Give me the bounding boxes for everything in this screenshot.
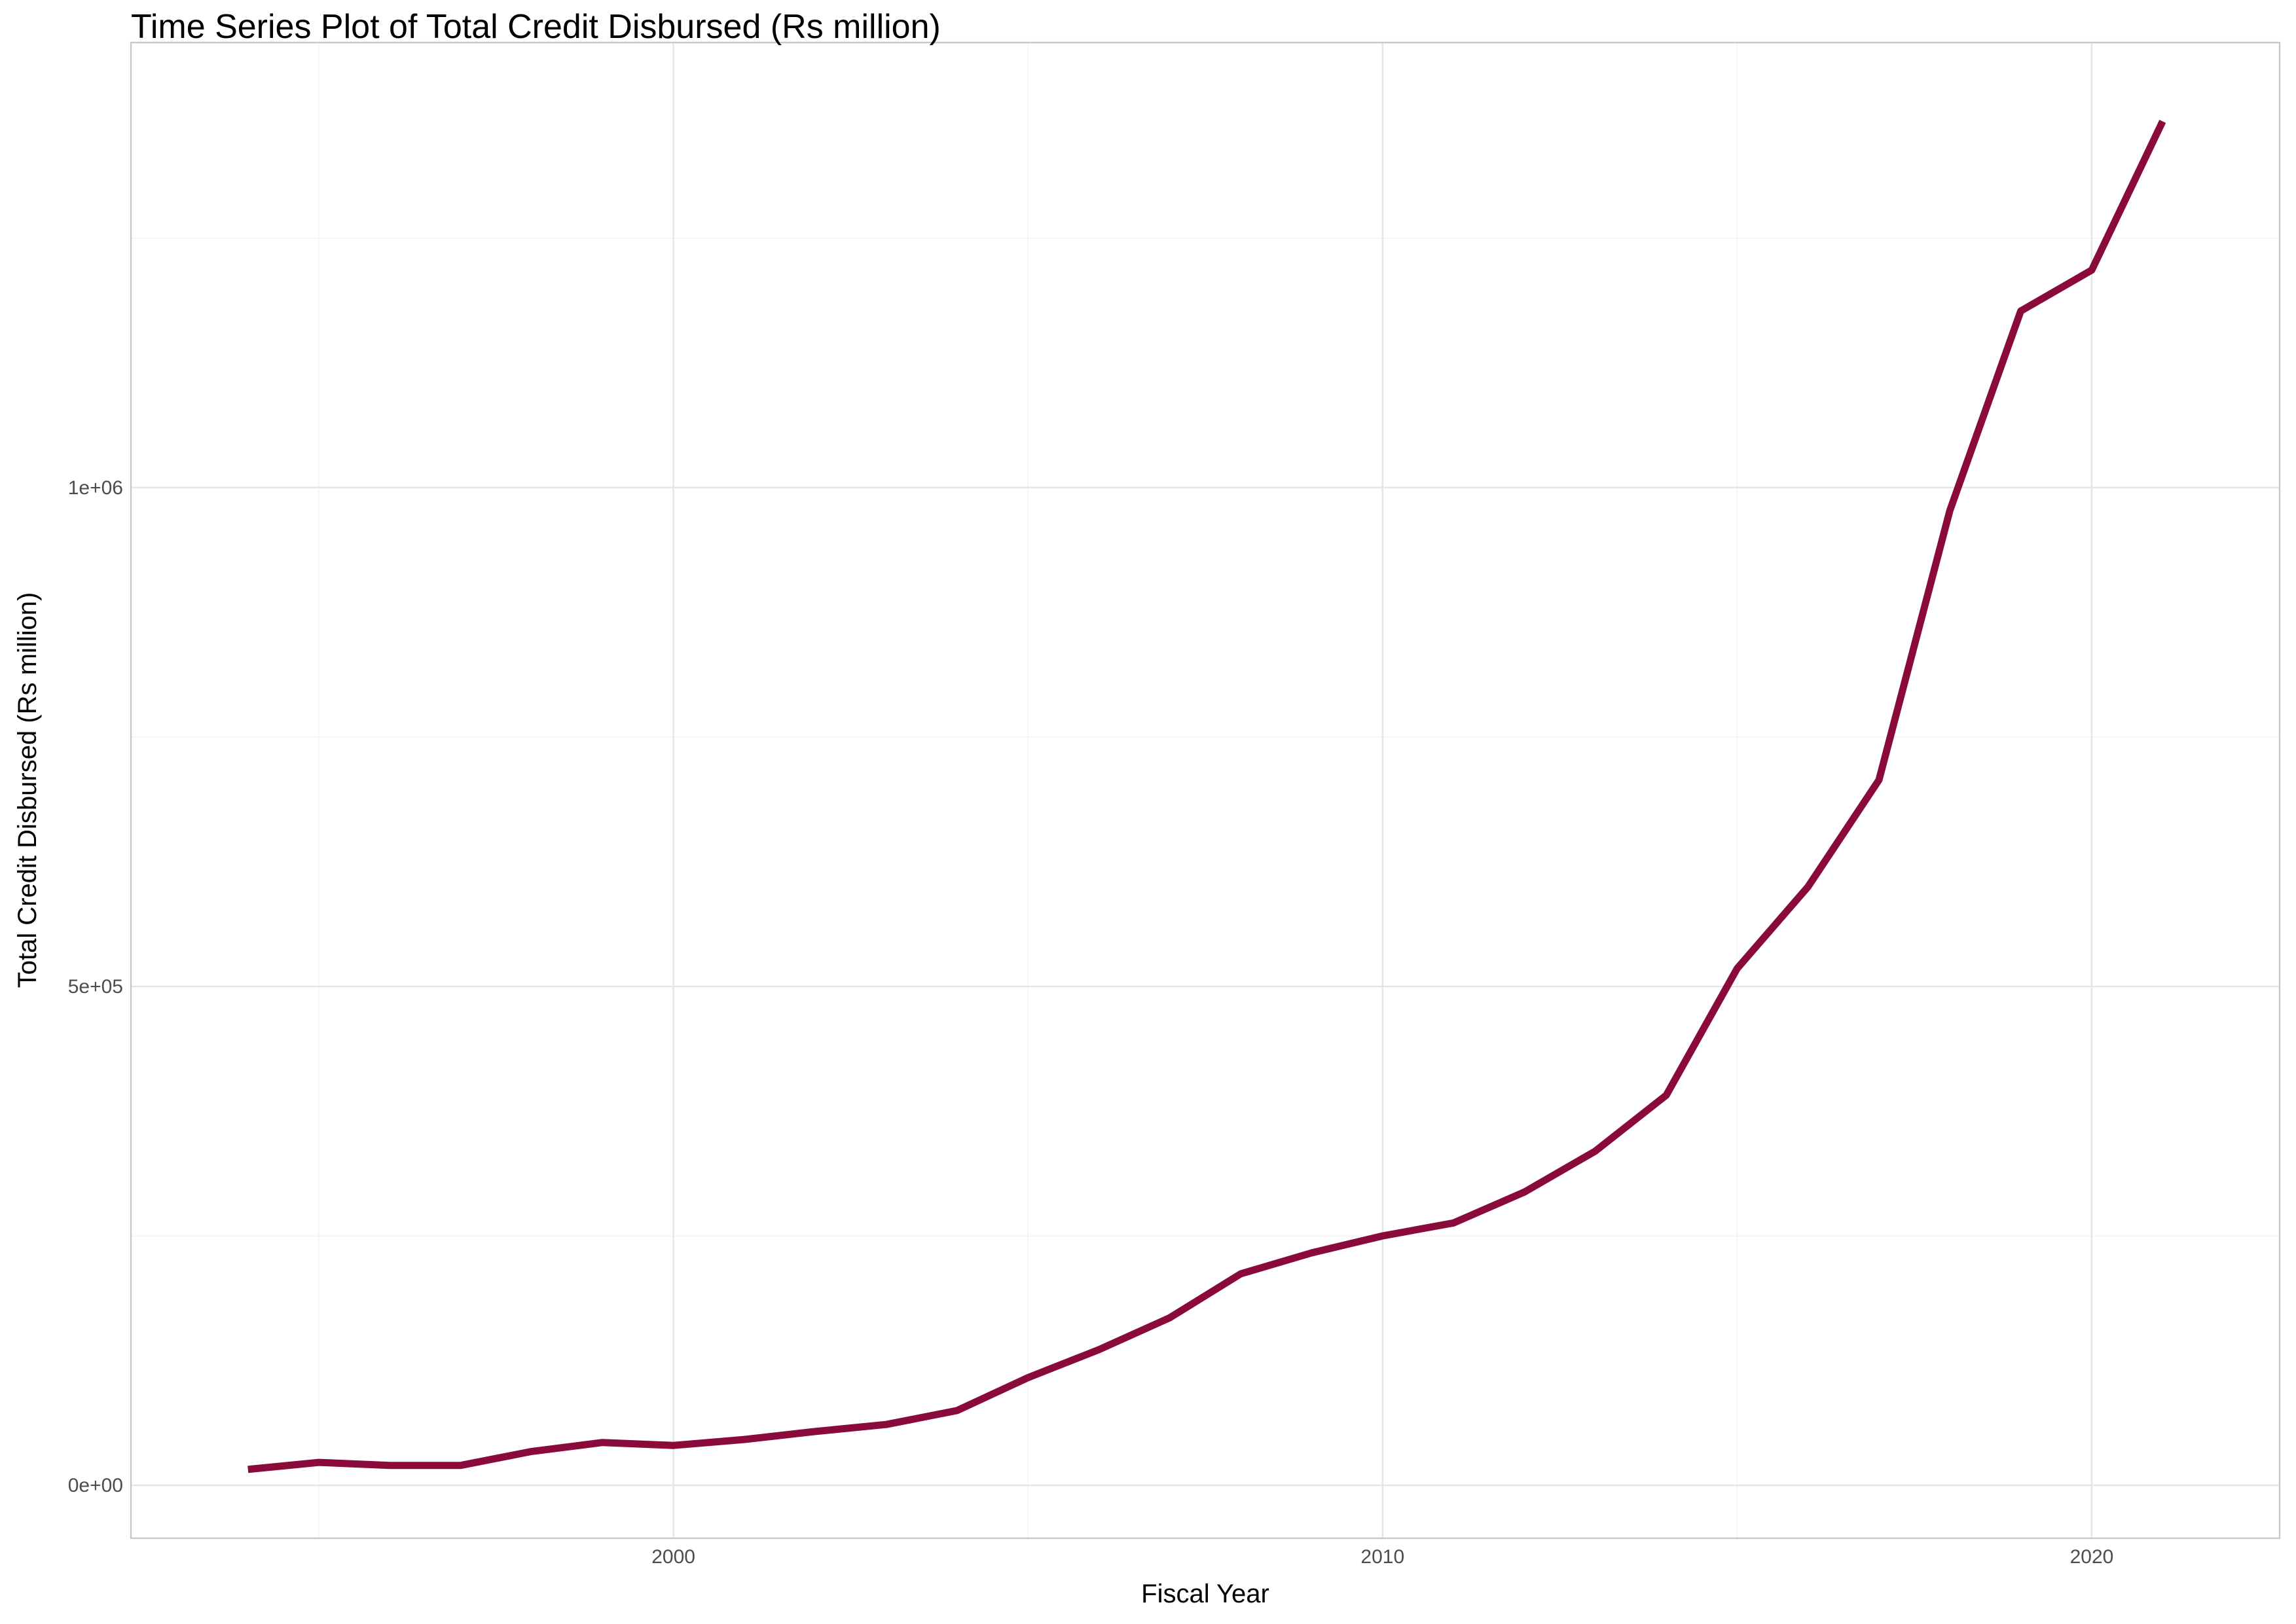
plot-panel-border [130, 41, 2281, 1540]
x-tick-label: 2020 [2070, 1546, 2114, 1568]
x-axis-title: Fiscal Year [1141, 1579, 1269, 1608]
x-tick-label: 2010 [1360, 1546, 1404, 1568]
series-line [247, 120, 2166, 1473]
series-layer [247, 120, 2166, 1473]
x-tick-labels: 2000 2010 2020 [651, 1546, 2113, 1568]
major-gridlines [131, 43, 2280, 1538]
y-tick-label: 1e+06 [68, 477, 123, 499]
x-tick-label: 2000 [651, 1546, 695, 1568]
y-tick-label: 5e+05 [68, 976, 123, 998]
y-tick-label: 0e+00 [68, 1475, 123, 1496]
y-axis-title: Total Credit Disbursed (Rs million) [13, 592, 42, 988]
chart-title: Time Series Plot of Total Credit Disburs… [131, 8, 941, 46]
minor-gridlines [131, 43, 2280, 1538]
y-tick-labels: 0e+00 5e+05 1e+06 [68, 477, 123, 1496]
